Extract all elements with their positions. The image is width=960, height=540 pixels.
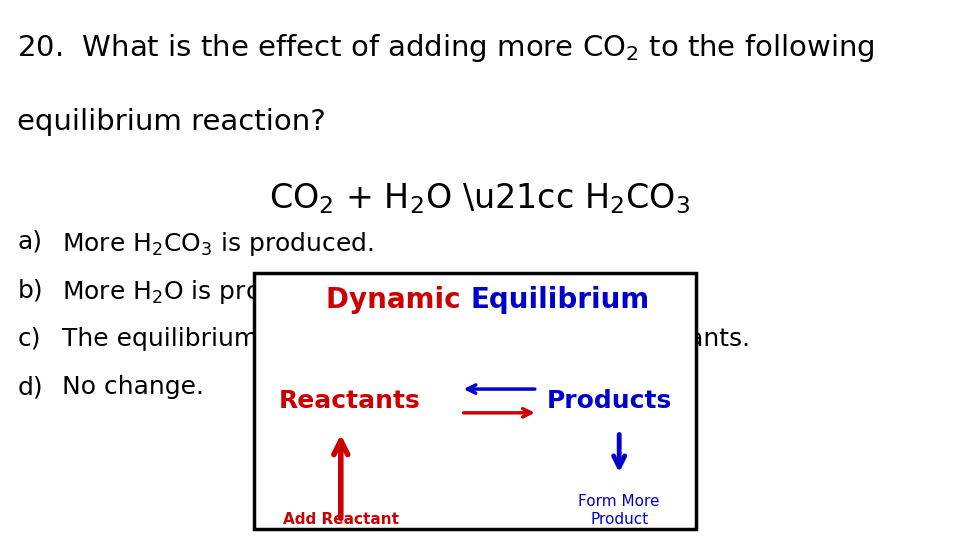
Text: $\mathregular{CO_2}$ + $\mathregular{H_2}$O \u21cc $\mathregular{H_2CO_3}$: $\mathregular{CO_2}$ + $\mathregular{H_2…: [270, 181, 690, 215]
Text: 20.  What is the effect of adding more $\mathregular{CO_2}$ to the following: 20. What is the effect of adding more $\…: [17, 32, 875, 64]
Text: equilibrium reaction?: equilibrium reaction?: [17, 108, 326, 136]
Text: Products: Products: [547, 389, 672, 413]
Text: The equilibrium is pushed in the direction of reactants.: The equilibrium is pushed in the directi…: [62, 327, 751, 350]
Text: More $\mathregular{H_2CO_3}$ is produced.: More $\mathregular{H_2CO_3}$ is produced…: [62, 230, 374, 258]
Text: More $\mathregular{H_2}$O is produced.: More $\mathregular{H_2}$O is produced.: [62, 278, 345, 306]
Text: Add Reactant: Add Reactant: [283, 511, 398, 526]
Text: c): c): [17, 327, 40, 350]
Text: Form More
Product: Form More Product: [579, 494, 660, 526]
Bar: [254, 273, 696, 529]
Text: Reactants: Reactants: [278, 389, 420, 413]
Text: Dynamic: Dynamic: [326, 286, 470, 314]
Text: b): b): [17, 278, 43, 302]
Text: a): a): [17, 230, 42, 253]
Text: No change.: No change.: [62, 375, 204, 399]
Text: d): d): [17, 375, 43, 399]
Text: Equilibrium: Equilibrium: [470, 286, 650, 314]
